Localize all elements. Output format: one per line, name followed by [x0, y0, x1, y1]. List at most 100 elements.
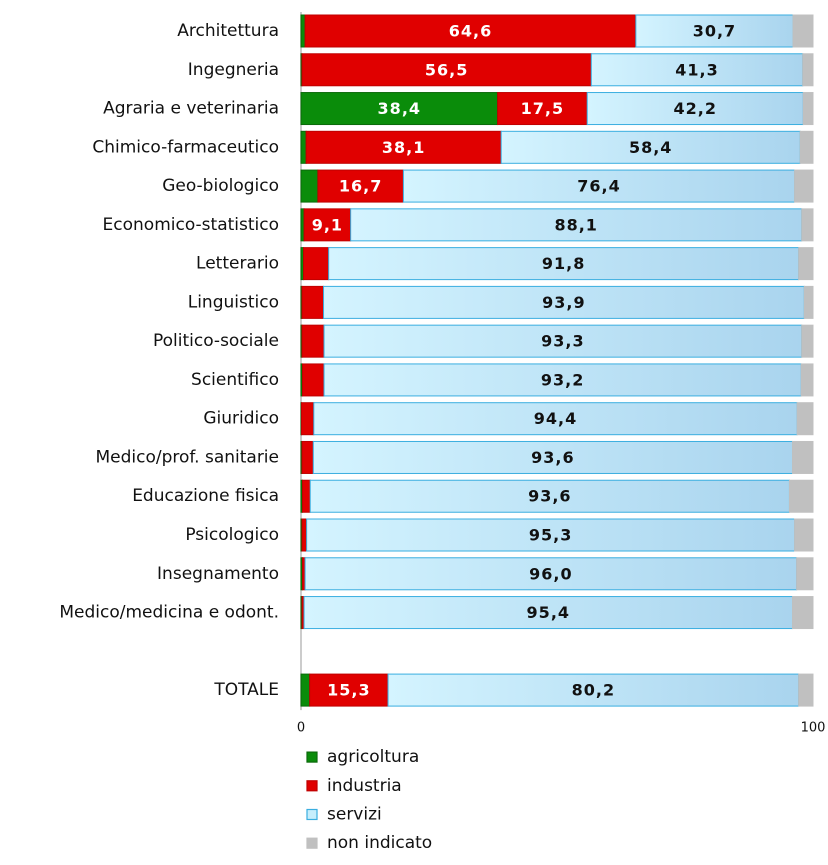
value-label: 95,3 — [529, 526, 572, 545]
bar-segment — [301, 324, 325, 358]
bar-segment — [309, 479, 790, 513]
value-label: 64,6 — [449, 22, 492, 41]
bar-segment — [350, 208, 803, 242]
category-label: Ingegneria — [188, 60, 279, 80]
bar-segment — [303, 208, 352, 242]
category-label: Economico-statistico — [103, 215, 279, 235]
value-label: 9,1 — [312, 215, 343, 234]
bar-segment — [798, 673, 814, 707]
bar-segment — [300, 169, 319, 203]
value-label: 93,2 — [541, 370, 584, 389]
value-label: 91,8 — [542, 254, 585, 273]
value-label: 30,7 — [693, 22, 736, 41]
bar-segment — [323, 363, 802, 397]
bar-segment — [301, 285, 325, 319]
bar-segment — [302, 363, 325, 397]
bar-segment — [800, 363, 814, 397]
bar-segment — [794, 169, 814, 203]
legend-swatch — [306, 751, 318, 763]
bar-segment — [801, 208, 814, 242]
bar-segment — [304, 557, 798, 591]
value-label: 15,3 — [327, 681, 370, 700]
legend-label: industria — [327, 776, 402, 796]
bar-segment — [300, 14, 306, 48]
value-label: 93,3 — [541, 332, 584, 351]
category-label: Insegnamento — [157, 564, 279, 584]
category-label: Psicologico — [185, 525, 279, 545]
category-label: Agraria e veterinaria — [103, 99, 279, 119]
value-label: 93,6 — [528, 487, 571, 506]
category-label: Educazione fisica — [132, 486, 279, 506]
bar-segment — [309, 673, 389, 707]
bar-segment — [792, 440, 814, 474]
category-label: Chimico-farmaceutico — [92, 137, 279, 157]
bar-segment — [586, 92, 804, 126]
value-label: 41,3 — [675, 60, 718, 79]
bar-segment — [301, 440, 314, 474]
bar-segment — [802, 92, 814, 126]
bar-segment — [300, 673, 311, 707]
category-label: Architettura — [177, 21, 279, 41]
bar-segment — [300, 92, 499, 126]
bar-segment — [306, 518, 796, 552]
bar-segment — [313, 402, 798, 436]
x-tick-label: 100 — [801, 721, 826, 736]
category-label: Linguistico — [188, 292, 279, 312]
bar-segment — [302, 479, 311, 513]
bar-segment — [635, 14, 794, 48]
value-label: 80,2 — [572, 681, 615, 700]
value-label: 93,6 — [531, 448, 574, 467]
bar-segment — [799, 130, 814, 164]
category-label: Geo-biologico — [162, 176, 279, 196]
bar-segment — [300, 130, 307, 164]
bar-segment — [796, 557, 814, 591]
bar-segment — [788, 479, 814, 513]
value-label: 56,5 — [425, 60, 468, 79]
value-label: 94,4 — [534, 409, 577, 428]
bar-segment — [803, 285, 814, 319]
bar-segment — [323, 285, 805, 319]
bar-segment — [590, 53, 804, 87]
legend-swatch — [306, 837, 318, 849]
bar-segment — [387, 673, 800, 707]
bar-segment — [798, 247, 814, 281]
legend-label: agricoltura — [327, 747, 419, 767]
category-label: Letterario — [196, 254, 279, 274]
bar-segment — [312, 440, 794, 474]
bar-segment — [792, 596, 814, 630]
value-label: 88,1 — [554, 215, 597, 234]
value-label: 38,4 — [378, 99, 421, 118]
bar-segment — [301, 402, 315, 436]
value-label: 96,0 — [529, 564, 572, 583]
bar-segment — [301, 518, 308, 552]
bar-segment — [792, 14, 814, 48]
value-label: 38,1 — [382, 138, 425, 157]
bar-segment — [301, 53, 592, 87]
value-label: 42,2 — [673, 99, 716, 118]
category-label: Scientifico — [191, 370, 279, 390]
bar-segment — [802, 53, 814, 87]
value-label: 93,9 — [542, 293, 585, 312]
bar-segment — [796, 402, 814, 436]
value-label: 76,4 — [577, 177, 620, 196]
legend-label: servizi — [327, 804, 382, 824]
bar-segment — [497, 92, 588, 126]
value-label: 16,7 — [339, 177, 382, 196]
category-label: Politico-sociale — [153, 331, 279, 351]
category-label: TOTALE — [213, 680, 279, 700]
value-label: 17,5 — [521, 99, 564, 118]
bar-segment — [794, 518, 814, 552]
bar-segment — [328, 247, 800, 281]
value-label: 95,4 — [527, 603, 570, 622]
bar-segment — [317, 169, 404, 203]
x-tick-label: 0 — [297, 721, 305, 736]
bar-segment — [801, 324, 814, 358]
category-label: Giuridico — [203, 409, 279, 429]
legend-label: non indicato — [327, 833, 432, 853]
legend-swatch — [306, 780, 318, 792]
value-label: 58,4 — [629, 138, 672, 157]
bar-segment — [303, 247, 330, 281]
bar-segment — [323, 324, 803, 358]
legend-swatch — [306, 808, 318, 821]
